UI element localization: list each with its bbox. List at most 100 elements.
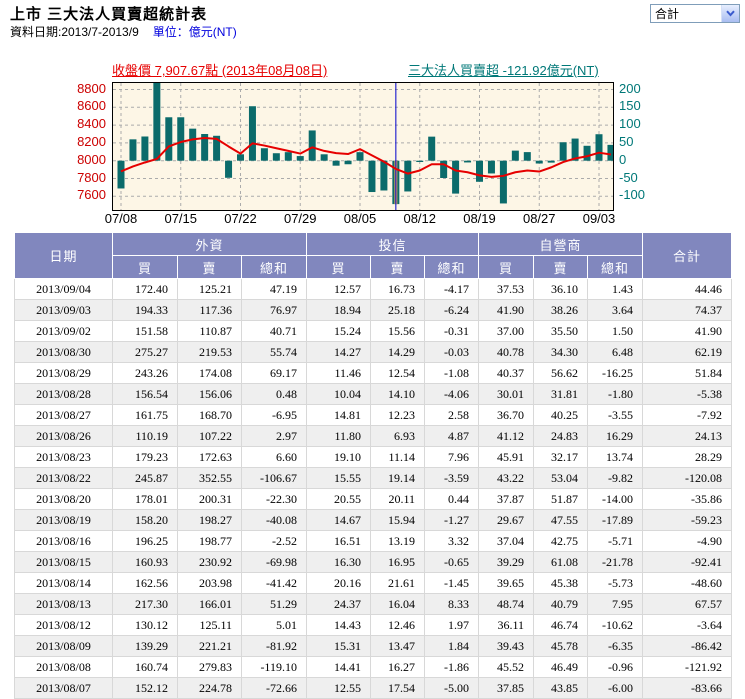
cell-date: 2013/08/26 (14, 425, 113, 447)
legend-close-price: 收盤價 7,907.67點 (2013年08月08日) (112, 63, 328, 78)
cell-value: -35.86 (642, 488, 733, 510)
cell-value: 230.92 (177, 551, 242, 573)
table-row: 2013/09/03 194.33 117.36 76.97 18.94 25.18 -6.… (14, 299, 733, 321)
net-bar (344, 160, 352, 165)
table-row: 2013/08/09 139.29 221.21 -81.92 15.31 13.47 1.… (14, 635, 733, 657)
cell-value: 6.60 (241, 446, 307, 468)
cell-value: 19.14 (370, 467, 425, 489)
x-axis-tick-label: 08/05 (343, 211, 377, 226)
table-row: 2013/08/15 160.93 230.92 -69.98 16.30 16.95 -0… (14, 551, 733, 573)
net-bar (201, 134, 209, 161)
cell-date: 2013/08/13 (14, 593, 113, 615)
net-bar (535, 160, 543, 164)
cell-value: -120.08 (642, 467, 733, 489)
cell-value: 125.21 (177, 278, 242, 300)
cell-value: 40.78 (478, 341, 534, 363)
net-bar (440, 160, 448, 179)
cell-value: 16.30 (306, 551, 371, 573)
cell-value: 12.54 (370, 362, 425, 384)
cell-date: 2013/08/30 (14, 341, 113, 363)
cell-value: 74.37 (642, 299, 733, 321)
cell-value: 51.29 (241, 593, 307, 615)
cell-date: 2013/08/15 (14, 551, 113, 573)
cell-value: -4.06 (424, 383, 479, 405)
cell-value: 13.47 (370, 635, 425, 657)
cell-value: 16.27 (370, 656, 425, 678)
cell-value: 196.25 (112, 530, 178, 552)
cell-value: -121.92 (642, 656, 733, 678)
category-select[interactable]: 合計 (650, 4, 740, 23)
cell-value: -81.92 (241, 635, 307, 657)
table-row: 2013/08/07 152.12 224.78 -72.66 12.55 17.54 -5… (14, 677, 733, 699)
cell-value: 51.87 (533, 488, 588, 510)
x-axis-tick-label: 07/08 (104, 211, 138, 226)
y-axis-left-tick-label: 8400 (77, 116, 106, 132)
cell-value: 15.31 (306, 635, 371, 657)
cell-value: 1.97 (424, 614, 479, 636)
cell-value: -86.42 (642, 635, 733, 657)
net-bar (248, 106, 256, 161)
cell-value: -2.52 (241, 530, 307, 552)
x-axis-tick-label: 07/29 (283, 211, 317, 226)
col-header-buy: 買 (306, 255, 371, 279)
cell-value: 168.70 (177, 404, 242, 426)
cell-date: 2013/08/09 (14, 635, 113, 657)
chart-plot-area (112, 82, 614, 211)
table-row: 2013/09/04 172.40 125.21 47.19 12.57 16.73 -4.… (14, 278, 733, 300)
cell-value: 28.29 (642, 446, 733, 468)
cell-date: 2013/09/04 (14, 278, 113, 300)
table-row: 2013/08/16 196.25 198.77 -2.52 16.51 13.19 3.3… (14, 530, 733, 552)
table-row: 2013/08/27 161.75 168.70 -6.95 14.81 12.23 2.5… (14, 404, 733, 426)
cell-value: -4.90 (642, 530, 733, 552)
table-row: 2013/08/22 245.87 352.55 -106.67 15.55 19.14-… (14, 467, 733, 489)
table-row: 2013/08/29 243.26 174.08 69.17 11.46 12.54 -1.… (14, 362, 733, 384)
cell-value: 45.91 (478, 446, 534, 468)
cell-value: 67.57 (642, 593, 733, 615)
cell-value: 36.11 (478, 614, 534, 636)
price-line (120, 137, 612, 178)
cell-value: 12.55 (306, 677, 371, 699)
cell-value: 39.65 (478, 572, 534, 594)
cell-value: 36.10 (533, 278, 588, 300)
cell-date: 2013/08/28 (14, 383, 113, 405)
cell-value: 16.29 (586, 425, 644, 447)
cell-value: 24.37 (306, 593, 371, 615)
date-range-label: 資料日期:2013/7-2013/9 (10, 25, 139, 39)
cell-value: 37.04 (478, 530, 534, 552)
net-bar (571, 138, 579, 161)
cell-value: 14.29 (370, 341, 425, 363)
cell-date: 2013/08/08 (14, 656, 113, 678)
cell-value: 53.04 (533, 467, 588, 489)
cell-value: 45.38 (533, 572, 588, 594)
table-row: 2013/08/19 158.20 198.27 -40.08 14.67 15.94 -1… (14, 509, 733, 531)
net-bar (189, 128, 197, 161)
cell-value: 24.13 (642, 425, 733, 447)
x-axis-tick-label: 08/19 (463, 211, 496, 226)
cell-value: -1.86 (424, 656, 479, 678)
cell-value: 47.55 (533, 509, 588, 531)
cell-value: -4.17 (424, 278, 479, 300)
cell-value: 13.19 (370, 530, 425, 552)
cell-value: 279.83 (177, 656, 242, 678)
cell-value: 12.57 (306, 278, 371, 300)
cell-value: -16.25 (586, 362, 644, 384)
net-bar (452, 160, 460, 194)
cell-value: 46.49 (533, 656, 588, 678)
cell-value: 160.93 (112, 551, 178, 573)
cell-value: 40.79 (533, 593, 588, 615)
cell-value: -5.00 (424, 677, 479, 699)
cell-value: 158.20 (112, 509, 178, 531)
cell-value: 14.10 (370, 383, 425, 405)
cell-value: 37.87 (478, 488, 534, 510)
cell-value: 16.51 (306, 530, 371, 552)
cell-value: -22.30 (241, 488, 307, 510)
chevron-down-icon[interactable] (721, 5, 739, 22)
cell-value: 14.43 (306, 614, 371, 636)
net-bar (129, 139, 137, 161)
cell-value: 8.33 (424, 593, 479, 615)
cell-value: 43.22 (478, 467, 534, 489)
cell-value: 224.78 (177, 677, 242, 699)
cell-value: -17.89 (586, 509, 644, 531)
net-bar (380, 160, 388, 191)
table-row: 2013/08/12 130.12 125.11 5.01 14.43 12.46 1.97… (14, 614, 733, 636)
